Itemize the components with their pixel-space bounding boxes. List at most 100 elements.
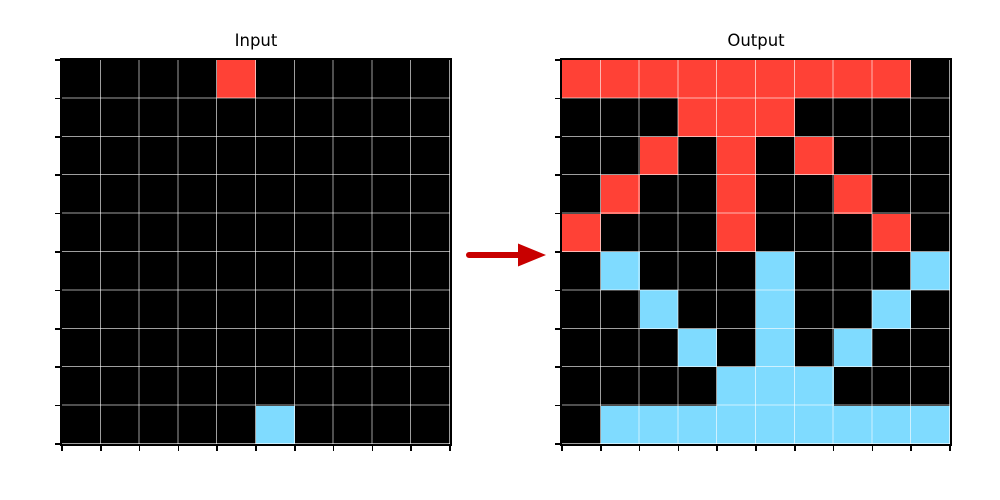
x-tick-mark	[794, 446, 796, 451]
grid-cell	[100, 98, 140, 137]
x-tick-mark	[332, 446, 335, 451]
grid-cell	[678, 252, 718, 291]
grid-cell	[62, 213, 101, 252]
grid-cell	[755, 98, 795, 137]
grid-cell	[600, 60, 640, 99]
output-x-axis-ticks	[561, 446, 951, 452]
grid-cell	[600, 213, 640, 252]
grid-cell	[294, 328, 334, 368]
y-tick-mark	[555, 289, 560, 292]
grid-cell	[717, 252, 756, 291]
grid-cell	[139, 175, 179, 214]
grid-cell	[372, 175, 412, 214]
grid-cell	[678, 367, 718, 406]
grid-cell	[139, 367, 179, 406]
grid-cell	[911, 290, 950, 329]
grid-cell	[600, 405, 640, 444]
grid-cell	[678, 213, 718, 252]
y-tick-mark	[555, 404, 560, 407]
grid-cell	[255, 136, 295, 176]
grid-cell	[100, 328, 140, 368]
grid-cell	[794, 252, 834, 291]
grid-cell	[100, 367, 140, 406]
grid-cell	[217, 252, 256, 291]
grid-cell	[411, 405, 450, 444]
grid-cell	[217, 213, 256, 252]
grid-cell	[294, 367, 334, 406]
grid-cell	[833, 367, 873, 406]
grid-cell	[717, 136, 756, 176]
right-arrow-shape	[466, 243, 546, 267]
grid-cell	[178, 175, 218, 214]
grid-cell	[62, 328, 101, 368]
x-tick-mark	[561, 446, 563, 451]
grid-cell	[833, 252, 873, 291]
x-tick-mark	[100, 446, 102, 451]
grid-cell	[639, 60, 679, 99]
grid-cell	[755, 367, 795, 406]
grid-cell	[872, 367, 912, 406]
grid-cell	[833, 60, 873, 99]
grid-cell	[600, 367, 640, 406]
y-tick-mark	[55, 59, 60, 61]
grid-cell	[678, 60, 718, 99]
grid-cell	[100, 175, 140, 214]
grid-cell	[755, 405, 795, 444]
grid-cell	[333, 328, 373, 368]
transform-arrow	[462, 235, 550, 275]
grid-cell	[100, 60, 140, 99]
grid-cell	[217, 405, 256, 444]
grid-cell	[178, 252, 218, 291]
grid-cell	[794, 328, 834, 368]
y-tick-mark	[55, 443, 60, 445]
grid-cell	[833, 136, 873, 176]
grid-cell	[139, 136, 179, 176]
grid-cell	[562, 175, 601, 214]
grid-cell	[178, 98, 218, 137]
grid-cell	[562, 60, 601, 99]
grid-cell	[217, 367, 256, 406]
grid-cell	[411, 98, 450, 137]
output-grid-cells	[562, 60, 950, 444]
grid-cell	[872, 213, 912, 252]
grid-cell	[217, 60, 256, 99]
y-tick-mark	[55, 97, 60, 100]
x-tick-mark	[177, 446, 180, 451]
grid-cell	[794, 136, 834, 176]
grid-cell	[639, 328, 679, 368]
x-tick-mark	[410, 446, 412, 451]
grid-cell	[62, 175, 101, 214]
grid-cell	[639, 290, 679, 329]
grid-cell	[717, 328, 756, 368]
grid-cell	[217, 290, 256, 329]
x-tick-mark	[871, 446, 874, 451]
grid-cell	[100, 405, 140, 444]
grid-cell	[911, 367, 950, 406]
y-tick-mark	[55, 251, 60, 253]
grid-cell	[294, 405, 334, 444]
grid-cell	[294, 98, 334, 137]
grid-cell	[372, 328, 412, 368]
grid-cell	[755, 60, 795, 99]
grid-cell	[411, 290, 450, 329]
y-tick-mark	[55, 404, 60, 407]
grid-cell	[794, 175, 834, 214]
grid-cell	[600, 136, 640, 176]
grid-cell	[139, 290, 179, 329]
grid-cell	[255, 252, 295, 291]
grid-cell	[639, 136, 679, 176]
y-tick-mark	[555, 59, 560, 61]
x-tick-mark	[716, 446, 718, 451]
grid-cell	[139, 213, 179, 252]
grid-cell	[833, 328, 873, 368]
grid-cell	[100, 213, 140, 252]
grid-cell	[911, 213, 950, 252]
input-grid-cells	[62, 60, 450, 444]
grid-cell	[794, 213, 834, 252]
grid-cell	[911, 136, 950, 176]
grid-cell	[294, 213, 334, 252]
grid-cell	[100, 290, 140, 329]
output-grid	[555, 58, 952, 451]
grid-cell	[62, 136, 101, 176]
grid-cell	[562, 252, 601, 291]
